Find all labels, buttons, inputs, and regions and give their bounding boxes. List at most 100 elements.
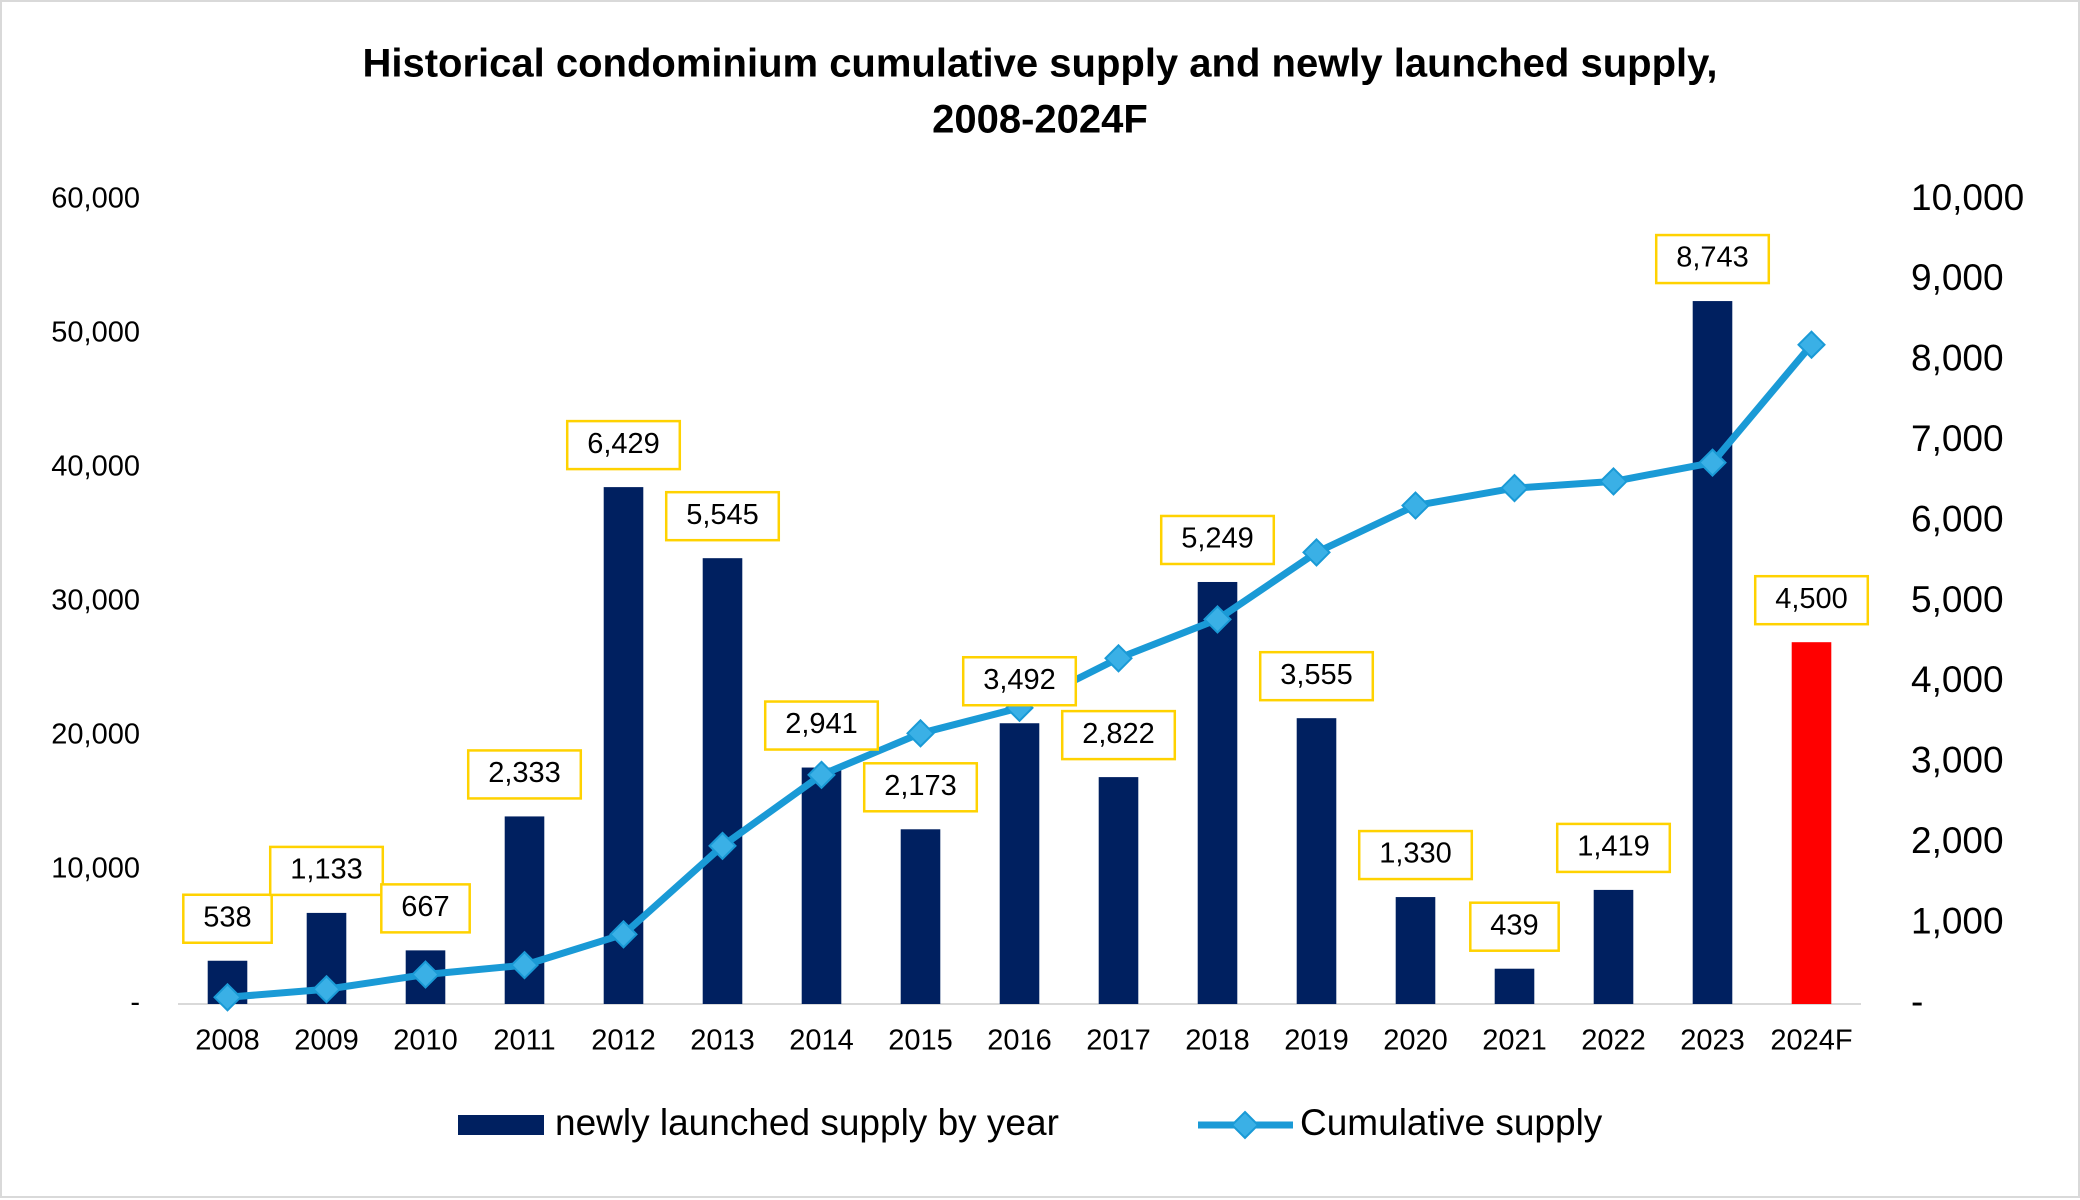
- data-label: 1,133: [290, 854, 363, 886]
- chart-title: 2008-2024F: [932, 98, 1148, 142]
- bar: [900, 829, 941, 1004]
- bar: [1791, 642, 1832, 1004]
- bar: [1494, 968, 1535, 1004]
- y2-tick-label: 10,000: [1911, 177, 2024, 218]
- data-label: 5,545: [686, 499, 759, 531]
- data-label: 5,249: [1181, 523, 1254, 555]
- data-label: 2,173: [884, 770, 957, 802]
- line-marker: [213, 982, 242, 1012]
- x-tick-label: 2018: [1185, 1025, 1250, 1057]
- y-tick-label: 50,000: [51, 317, 140, 349]
- data-label: 2,822: [1082, 718, 1155, 750]
- x-tick-label: 2016: [987, 1025, 1052, 1057]
- legend-marker: [1230, 1110, 1260, 1140]
- data-label-box: [763, 700, 880, 751]
- data-label: 4,500: [1775, 583, 1848, 615]
- data-label: 8,743: [1676, 242, 1749, 274]
- chart-title: Historical condominium cumulative supply…: [362, 42, 1717, 86]
- bar: [1296, 718, 1337, 1004]
- legend-label: Cumulative supply: [1300, 1102, 1603, 1143]
- data-label: 1,419: [1577, 831, 1650, 863]
- data-label-box: [182, 893, 273, 944]
- x-tick-label: 2023: [1680, 1025, 1745, 1057]
- data-label-box: [1357, 829, 1474, 881]
- data-label: 538: [203, 901, 251, 933]
- line-marker: [1500, 473, 1529, 503]
- y2-tick-label: 9,000: [1911, 257, 2004, 298]
- data-label-box: [268, 845, 385, 897]
- y2-tick-label: 2,000: [1911, 820, 2004, 861]
- y2-tick-label: -: [1911, 981, 1923, 1022]
- legend-swatch: [458, 1115, 544, 1135]
- line-marker: [312, 974, 341, 1004]
- bar: [801, 767, 842, 1004]
- data-label: 3,492: [983, 664, 1056, 696]
- line-marker: [1302, 538, 1331, 567]
- line-marker: [1203, 605, 1232, 634]
- y-tick-label: 40,000: [51, 451, 140, 483]
- x-tick-label: 2024F: [1770, 1025, 1852, 1057]
- data-label-box: [1555, 822, 1672, 874]
- line-marker: [708, 831, 737, 861]
- y2-tick-label: 8,000: [1911, 338, 2004, 379]
- bar: [1395, 897, 1436, 1004]
- data-label: 3,555: [1280, 659, 1353, 691]
- x-tick-label: 2021: [1482, 1025, 1547, 1057]
- x-tick-label: 2013: [690, 1025, 755, 1057]
- data-label: 2,941: [785, 708, 858, 740]
- y-tick-label: 20,000: [51, 719, 140, 751]
- data-label: 2,333: [488, 757, 561, 789]
- x-tick-label: 2014: [789, 1025, 854, 1057]
- data-label: 439: [1490, 909, 1538, 941]
- data-label-box: [1753, 574, 1870, 626]
- data-label: 1,330: [1379, 838, 1452, 870]
- bar: [1593, 889, 1634, 1004]
- bar: [702, 558, 743, 1004]
- data-label: 6,429: [587, 428, 660, 460]
- line-marker: [906, 718, 935, 748]
- y-tick-label: 10,000: [51, 853, 140, 885]
- x-tick-label: 2009: [294, 1025, 359, 1057]
- data-label-box: [1060, 709, 1177, 761]
- line-marker: [807, 760, 836, 790]
- line-marker: [1401, 491, 1430, 520]
- data-label-box: [380, 883, 471, 934]
- bar: [1197, 581, 1238, 1004]
- x-tick-label: 2022: [1581, 1025, 1646, 1057]
- line-marker: [609, 919, 638, 949]
- line-marker: [1698, 448, 1727, 478]
- bar: [999, 723, 1040, 1004]
- x-tick-label: 2011: [493, 1025, 555, 1057]
- y2-tick-label: 6,000: [1911, 498, 2004, 539]
- data-label-box: [664, 490, 781, 542]
- x-tick-label: 2010: [393, 1025, 458, 1057]
- y-tick-label: 60,000: [51, 183, 140, 215]
- legend-label: newly launched supply by year: [555, 1102, 1059, 1143]
- line-marker: [510, 950, 539, 980]
- y2-tick-label: 4,000: [1911, 659, 2004, 700]
- bar: [1692, 301, 1733, 1004]
- line-marker: [411, 960, 440, 989]
- data-label-box: [565, 419, 682, 471]
- x-tick-label: 2012: [591, 1025, 656, 1057]
- data-label-box: [1469, 901, 1560, 952]
- data-label: 667: [401, 891, 449, 923]
- data-label-box: [1159, 514, 1276, 566]
- y2-tick-label: 1,000: [1911, 900, 2004, 941]
- data-label-box: [1654, 233, 1771, 285]
- y2-tick-label: 3,000: [1911, 740, 2004, 781]
- x-tick-label: 2019: [1284, 1025, 1349, 1057]
- x-tick-label: 2020: [1383, 1025, 1448, 1057]
- y-tick-label: -: [130, 987, 140, 1019]
- data-label-box: [1258, 650, 1375, 702]
- bar: [1098, 777, 1139, 1004]
- data-label-box: [862, 762, 979, 813]
- line-marker: [1599, 466, 1628, 496]
- y2-tick-label: 7,000: [1911, 418, 2004, 459]
- data-label-box: [961, 655, 1078, 707]
- y2-tick-label: 5,000: [1911, 579, 2004, 620]
- x-tick-label: 2008: [195, 1025, 260, 1057]
- line-marker: [1104, 643, 1133, 673]
- x-tick-label: 2017: [1086, 1025, 1151, 1057]
